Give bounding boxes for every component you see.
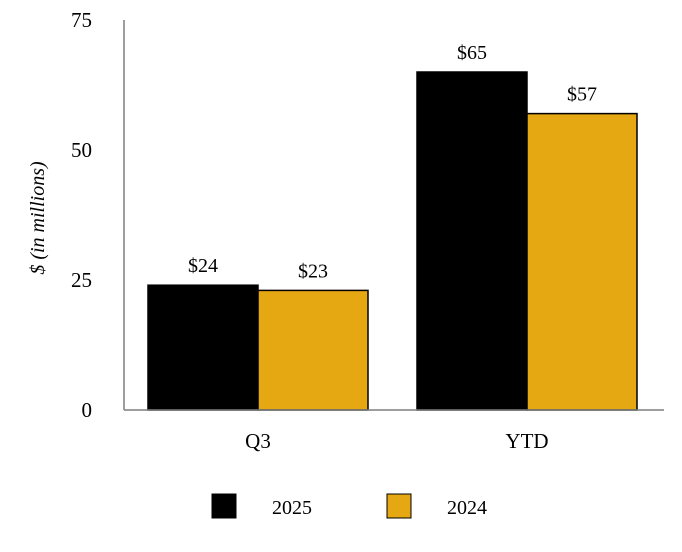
bar-2025-ytd bbox=[416, 71, 528, 411]
x-axis: Q3 YTD bbox=[124, 409, 664, 453]
y-axis-label: $ (in millions) bbox=[27, 161, 49, 275]
data-label: $65 bbox=[457, 42, 487, 64]
y-tick-label: 0 bbox=[82, 398, 93, 422]
data-label: $23 bbox=[298, 260, 328, 282]
bars: $24 $23 $65 $57 bbox=[147, 42, 638, 411]
y-tick-label: 25 bbox=[71, 268, 92, 292]
y-tick-label: 50 bbox=[71, 138, 92, 162]
y-axis: 0 25 50 75 bbox=[71, 8, 125, 422]
legend-label-2025: 2025 bbox=[272, 497, 312, 519]
data-label: $24 bbox=[188, 255, 218, 277]
data-label: $57 bbox=[567, 84, 597, 106]
bar-2025-q3 bbox=[147, 284, 259, 411]
x-tick-label: YTD bbox=[505, 429, 548, 453]
x-tick-label: Q3 bbox=[245, 429, 271, 453]
legend: 2025 2024 bbox=[211, 493, 487, 519]
legend-swatch-2024 bbox=[386, 493, 412, 519]
y-tick-label: 75 bbox=[71, 8, 92, 32]
legend-label-2024: 2024 bbox=[447, 497, 487, 519]
legend-swatch-2025 bbox=[211, 493, 237, 519]
bar-2024-q3 bbox=[257, 289, 369, 411]
bar-2024-ytd bbox=[526, 112, 638, 411]
